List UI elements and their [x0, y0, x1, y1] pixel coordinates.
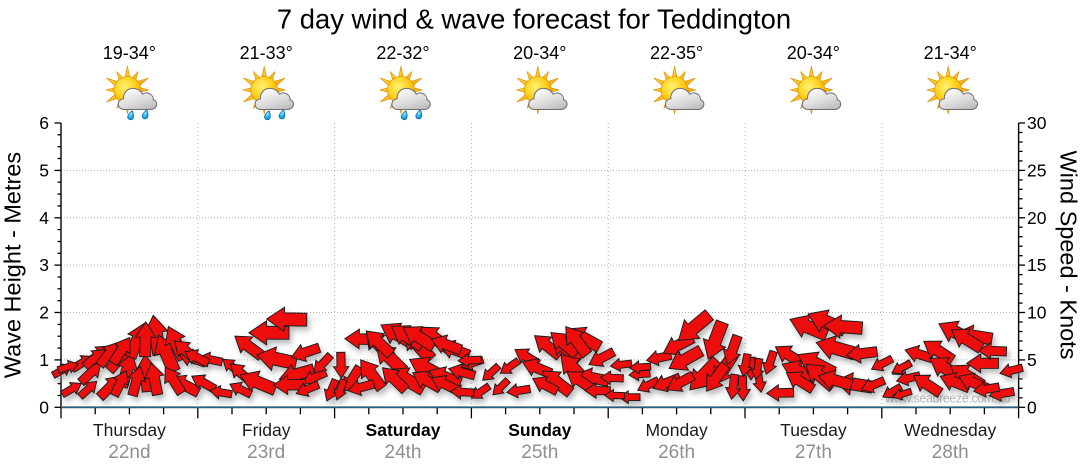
svg-text:3: 3: [39, 255, 49, 275]
svg-text:5: 5: [39, 160, 49, 180]
svg-text:Wednesday: Wednesday: [904, 420, 996, 440]
svg-text:Thursday: Thursday: [93, 420, 166, 440]
svg-text:22-32°: 22-32°: [376, 43, 429, 63]
svg-text:www.seabreeze.com.au: www.seabreeze.com.au: [884, 392, 1010, 406]
svg-text:15: 15: [1027, 255, 1046, 275]
svg-text:Friday: Friday: [242, 420, 291, 440]
svg-text:4: 4: [39, 208, 49, 228]
svg-text:Wind Speed - Knots: Wind Speed - Knots: [1056, 151, 1080, 360]
svg-text:20: 20: [1027, 208, 1047, 228]
svg-text:24th: 24th: [385, 442, 422, 463]
svg-text:22nd: 22nd: [108, 442, 150, 463]
svg-text:Tuesday: Tuesday: [780, 420, 847, 440]
svg-text:28th: 28th: [932, 442, 969, 463]
svg-text:1: 1: [39, 350, 49, 370]
svg-text:Monday: Monday: [645, 420, 708, 440]
svg-text:25: 25: [1027, 160, 1046, 180]
svg-text:25th: 25th: [521, 442, 558, 463]
svg-text:7 day wind & wave forecast for: 7 day wind & wave forecast for Teddingto…: [277, 4, 791, 35]
svg-text:Sunday: Sunday: [508, 420, 571, 440]
svg-text:20-34°: 20-34°: [787, 43, 840, 63]
svg-text:6: 6: [39, 113, 49, 133]
svg-text:20-34°: 20-34°: [513, 43, 566, 63]
svg-text:2: 2: [39, 303, 49, 323]
svg-text:27th: 27th: [795, 442, 832, 463]
svg-text:30: 30: [1027, 113, 1047, 133]
svg-text:21-33°: 21-33°: [240, 43, 293, 63]
svg-text:Wave Height - Metres: Wave Height - Metres: [0, 152, 26, 378]
svg-text:21-34°: 21-34°: [924, 43, 977, 63]
svg-text:22-35°: 22-35°: [650, 43, 703, 63]
svg-text:10: 10: [1027, 303, 1047, 323]
svg-text:26th: 26th: [658, 442, 695, 463]
svg-text:19-34°: 19-34°: [103, 43, 156, 63]
svg-text:5: 5: [1027, 350, 1037, 370]
svg-text:23rd: 23rd: [247, 442, 285, 463]
svg-text:0: 0: [39, 397, 49, 417]
svg-text:0: 0: [1027, 397, 1037, 417]
svg-text:Saturday: Saturday: [366, 420, 441, 440]
